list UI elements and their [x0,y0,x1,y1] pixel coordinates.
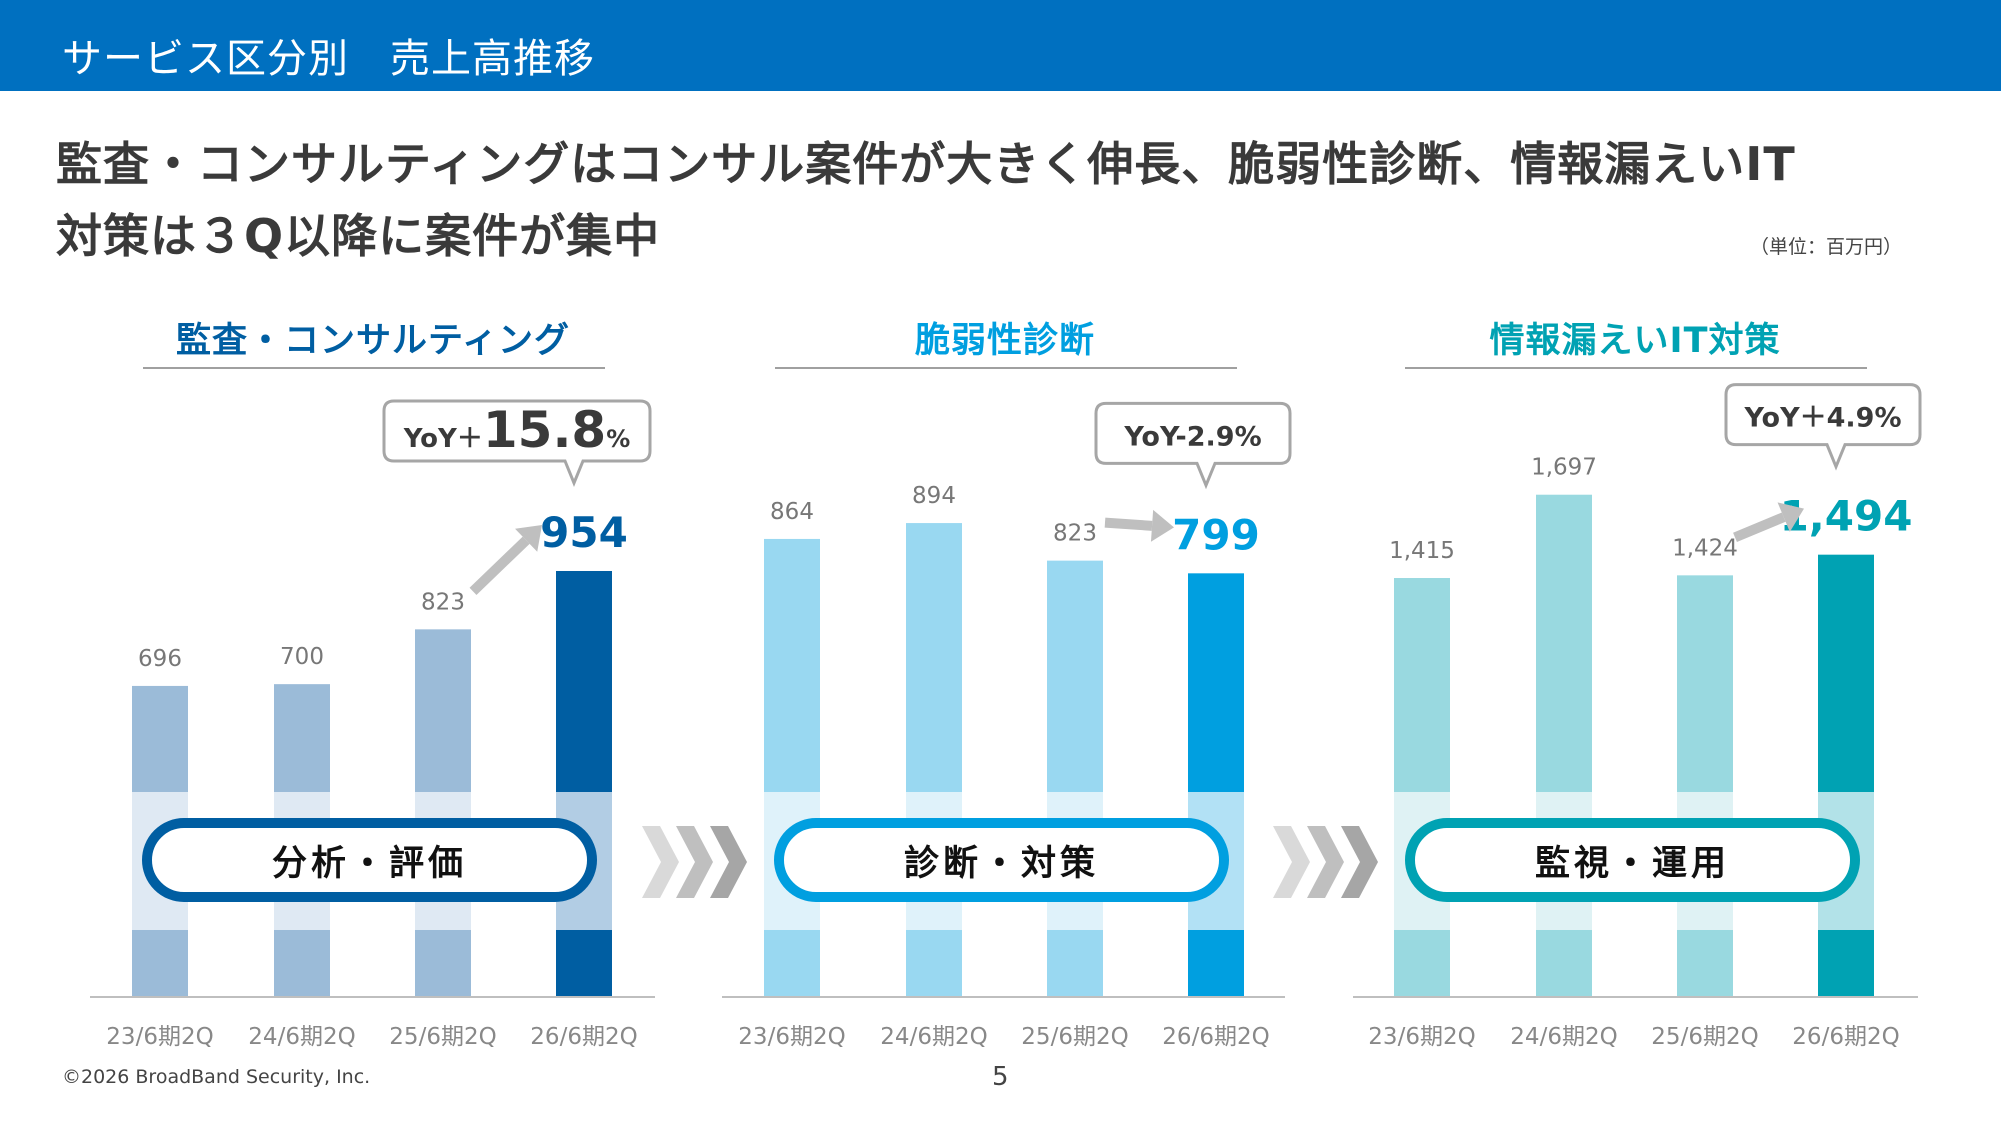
chevron-right-icon [1307,826,1344,898]
yoy-callout [1724,383,1922,471]
bar-value-label: 823 [1053,521,1097,547]
x-tick-label: 23/6期2Q [106,1024,213,1050]
yoy-callout [382,399,652,487]
highlight-value-label: 799 [1172,510,1260,559]
stage-pill-analysis-evaluation: 分析・評価 [142,818,597,902]
highlight-value-label: 954 [540,508,628,557]
bar-value-label: 1,697 [1531,455,1597,481]
stage-label: 監視・運用 [1534,843,1730,884]
x-tick-label: 24/6期2Q [1510,1024,1617,1050]
x-tick-label: 24/6期2Q [248,1024,355,1050]
chevron-right-icon [676,826,713,898]
x-tick-label: 25/6期2Q [389,1024,496,1050]
bar-base-segment [1818,930,1874,996]
yoy-prefix: YoY＋ [403,424,483,454]
growth-arrow-head [1777,502,1804,532]
x-tick-label: 23/6期2Q [738,1024,845,1050]
x-tick-label: 25/6期2Q [1021,1024,1128,1050]
panel-title-rule [775,367,1237,369]
yoy-value: 15.8 [483,401,606,459]
yoy-label: YoY-2.9% [1123,421,1261,452]
bar [274,684,330,792]
bar-base-segment [1188,930,1244,996]
bar-base-segment [556,930,612,996]
bar [1677,575,1733,792]
stage-label: 診断・対策 [903,843,1099,884]
bar-value-label: 823 [421,589,465,615]
growth-arrow [1733,512,1786,542]
bar-value-label: 864 [770,499,814,525]
chevron-right-icon [642,826,679,898]
growth-arrow [469,536,530,595]
unit-note: （単位：百万円） [1750,236,1903,258]
bar-base-segment [1394,930,1450,996]
bar [1188,573,1244,792]
growth-arrow [1104,517,1153,531]
bar [906,523,962,792]
page-number: 5 [992,1062,1009,1092]
panel-title-info-leak-it: 情報漏えいIT対策 [1489,321,1781,361]
x-tick-label: 25/6期2Q [1651,1024,1758,1050]
bar [1394,578,1450,792]
chevron-right-icon [1273,826,1310,898]
bar [1047,560,1103,792]
bar-base-segment [1047,930,1103,996]
stage-label: 分析・評価 [271,843,467,884]
bar-base-segment [1677,930,1733,996]
yoy-label: YoY＋4.9% [1743,403,1901,434]
panel-title-vulnerability-assessment: 脆弱性診断 [914,321,1095,361]
yoy-suffix: % [606,425,630,453]
headline-line-1: 監査・コンサルティングはコンサル案件が大きく伸長、脆弱性診断、情報漏えいIT [56,137,1796,191]
headline: 監査・コンサルティングはコンサル案件が大きく伸長、脆弱性診断、情報漏えいIT 対… [56,128,1956,272]
panel-title-audit-consulting: 監査・コンサルティング [176,321,570,361]
stage-pill-monitoring-operation: 監視・運用 [1405,818,1860,902]
chevron-right-icon [1341,826,1378,898]
stage-pill-diagnosis-countermeasure: 診断・対策 [774,818,1229,902]
bar-base-segment [906,930,962,996]
x-tick-label: 24/6期2Q [880,1024,987,1050]
growth-arrow-head [515,524,542,552]
x-tick-label: 26/6期2Q [530,1024,637,1050]
bar [556,570,612,792]
bar-base-segment [415,930,471,996]
bar-base-segment [764,930,820,996]
yoy-label: YoY＋15.8% [403,401,631,459]
yoy-callout [1094,401,1292,490]
slide-title: サービス区分別 売上高推移 [62,36,595,82]
bar-value-label: 1,424 [1672,535,1738,561]
bar [1818,554,1874,792]
header-bar: サービス区分別 売上高推移 [0,0,2001,91]
bar [132,685,188,792]
panel-title-rule [1405,367,1867,369]
panel-title-rule [143,367,605,369]
bar-base-segment [1536,930,1592,996]
headline-line-2: 対策は３Q以降に案件が集中 [56,209,661,263]
x-tick-label: 26/6期2Q [1792,1024,1899,1050]
bar-value-label: 894 [912,483,956,509]
bar [764,538,820,792]
bar [1536,494,1592,792]
triple-chevron-right-icon [1273,826,1378,898]
growth-arrow-head [1150,509,1174,542]
highlight-value-label: 1,494 [1780,492,1913,541]
bar-base-segment [274,930,330,996]
x-tick-label: 26/6期2Q [1162,1024,1269,1050]
bar [415,629,471,792]
copyright: ©2026 BroadBand Security, Inc. [62,1066,371,1088]
x-tick-label: 23/6期2Q [1368,1024,1475,1050]
bar-value-label: 1,415 [1389,538,1455,564]
bar-base-segment [132,930,188,996]
bar-value-label: 696 [138,646,182,672]
triple-chevron-right-icon [642,826,747,898]
chevron-right-icon [710,826,747,898]
bar-value-label: 700 [280,644,324,670]
